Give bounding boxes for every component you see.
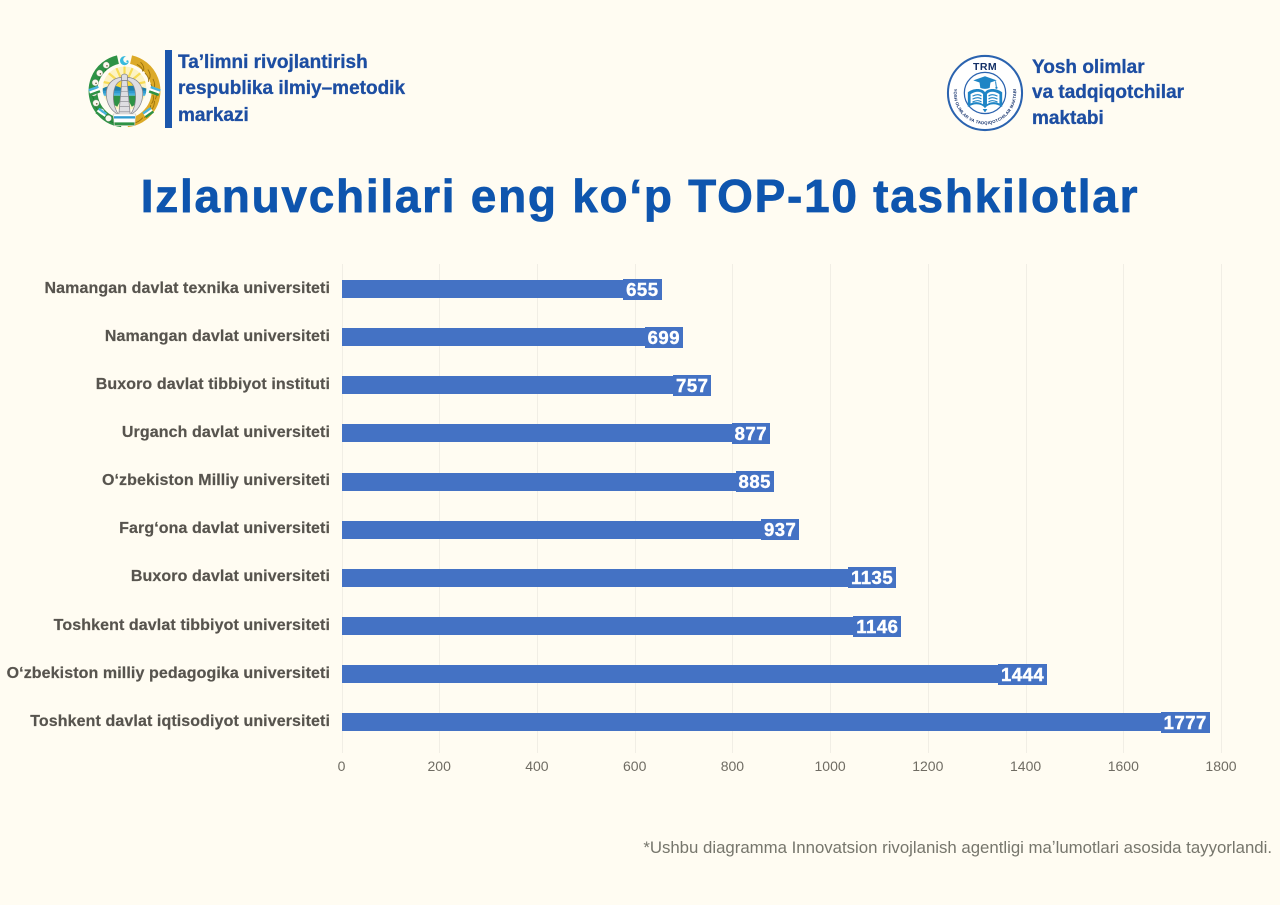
svg-text:TRM: TRM xyxy=(973,61,997,73)
